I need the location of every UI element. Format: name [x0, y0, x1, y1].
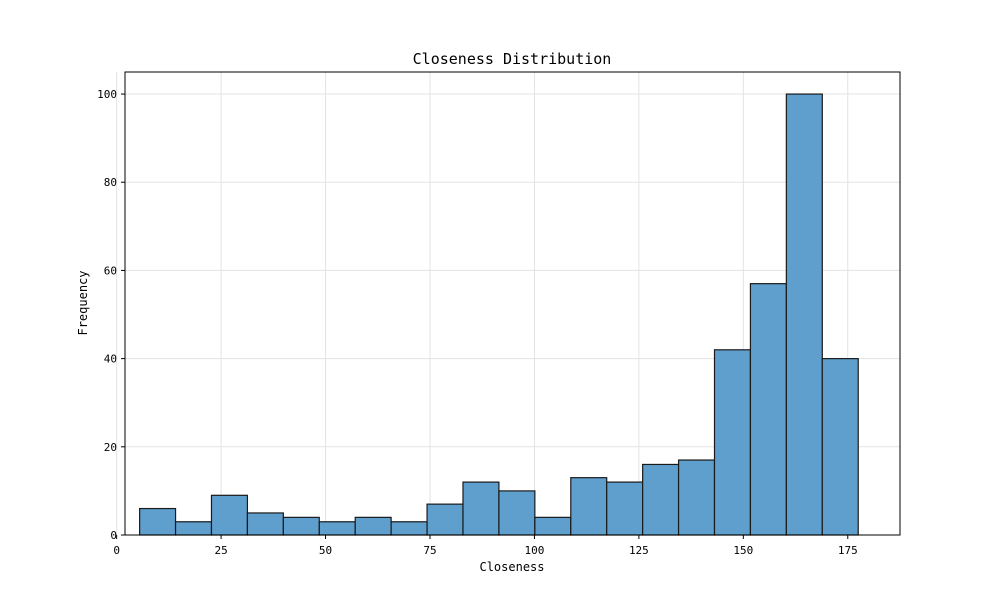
x-tick-label: 175 [838, 544, 858, 557]
histogram-bar [462, 481, 500, 536]
histogram-bar [210, 494, 249, 536]
x-tick-label: 0 [113, 544, 120, 557]
x-tick-label: 50 [319, 544, 332, 557]
histogram-bar [534, 516, 572, 536]
y-tick-label: 60 [104, 264, 117, 277]
x-axis-label: Closeness [479, 560, 544, 574]
y-tick-label: 0 [110, 529, 117, 542]
histogram-bar [426, 503, 464, 536]
y-tick-label: 40 [104, 353, 117, 366]
x-tick-label: 150 [733, 544, 753, 557]
x-tick-label: 125 [629, 544, 649, 557]
histogram-bar [606, 481, 644, 536]
histogram-bar [246, 512, 284, 536]
histogram-bar [390, 521, 428, 536]
histogram-bar [642, 463, 680, 536]
x-tick-label: 75 [423, 544, 436, 557]
y-axis-label: Frequency [76, 270, 90, 335]
plot-frame [124, 71, 901, 536]
histogram-bar [498, 490, 536, 536]
histogram-bar [570, 477, 608, 536]
bars [139, 93, 859, 536]
axis-ticks: 0 25 50 75 100 125 150 175 0 20 40 60 80 100 [97, 88, 858, 557]
histogram-bar [139, 507, 177, 536]
histogram-bar [713, 349, 752, 536]
histogram-bar [821, 358, 859, 536]
histogram-bar [318, 521, 356, 536]
histogram-bar [174, 521, 213, 536]
y-tick-label: 100 [97, 88, 117, 101]
histogram-bar [749, 283, 787, 536]
x-tick-label: 25 [214, 544, 227, 557]
y-tick-label: 80 [104, 176, 117, 189]
histogram-bar [677, 459, 716, 536]
x-tick-label: 100 [524, 544, 544, 557]
chart-title: Closeness Distribution [413, 50, 612, 68]
histogram-bar [785, 93, 823, 536]
histogram-bar [354, 516, 392, 536]
histogram-bar [282, 516, 320, 536]
y-tick-label: 20 [104, 441, 117, 454]
